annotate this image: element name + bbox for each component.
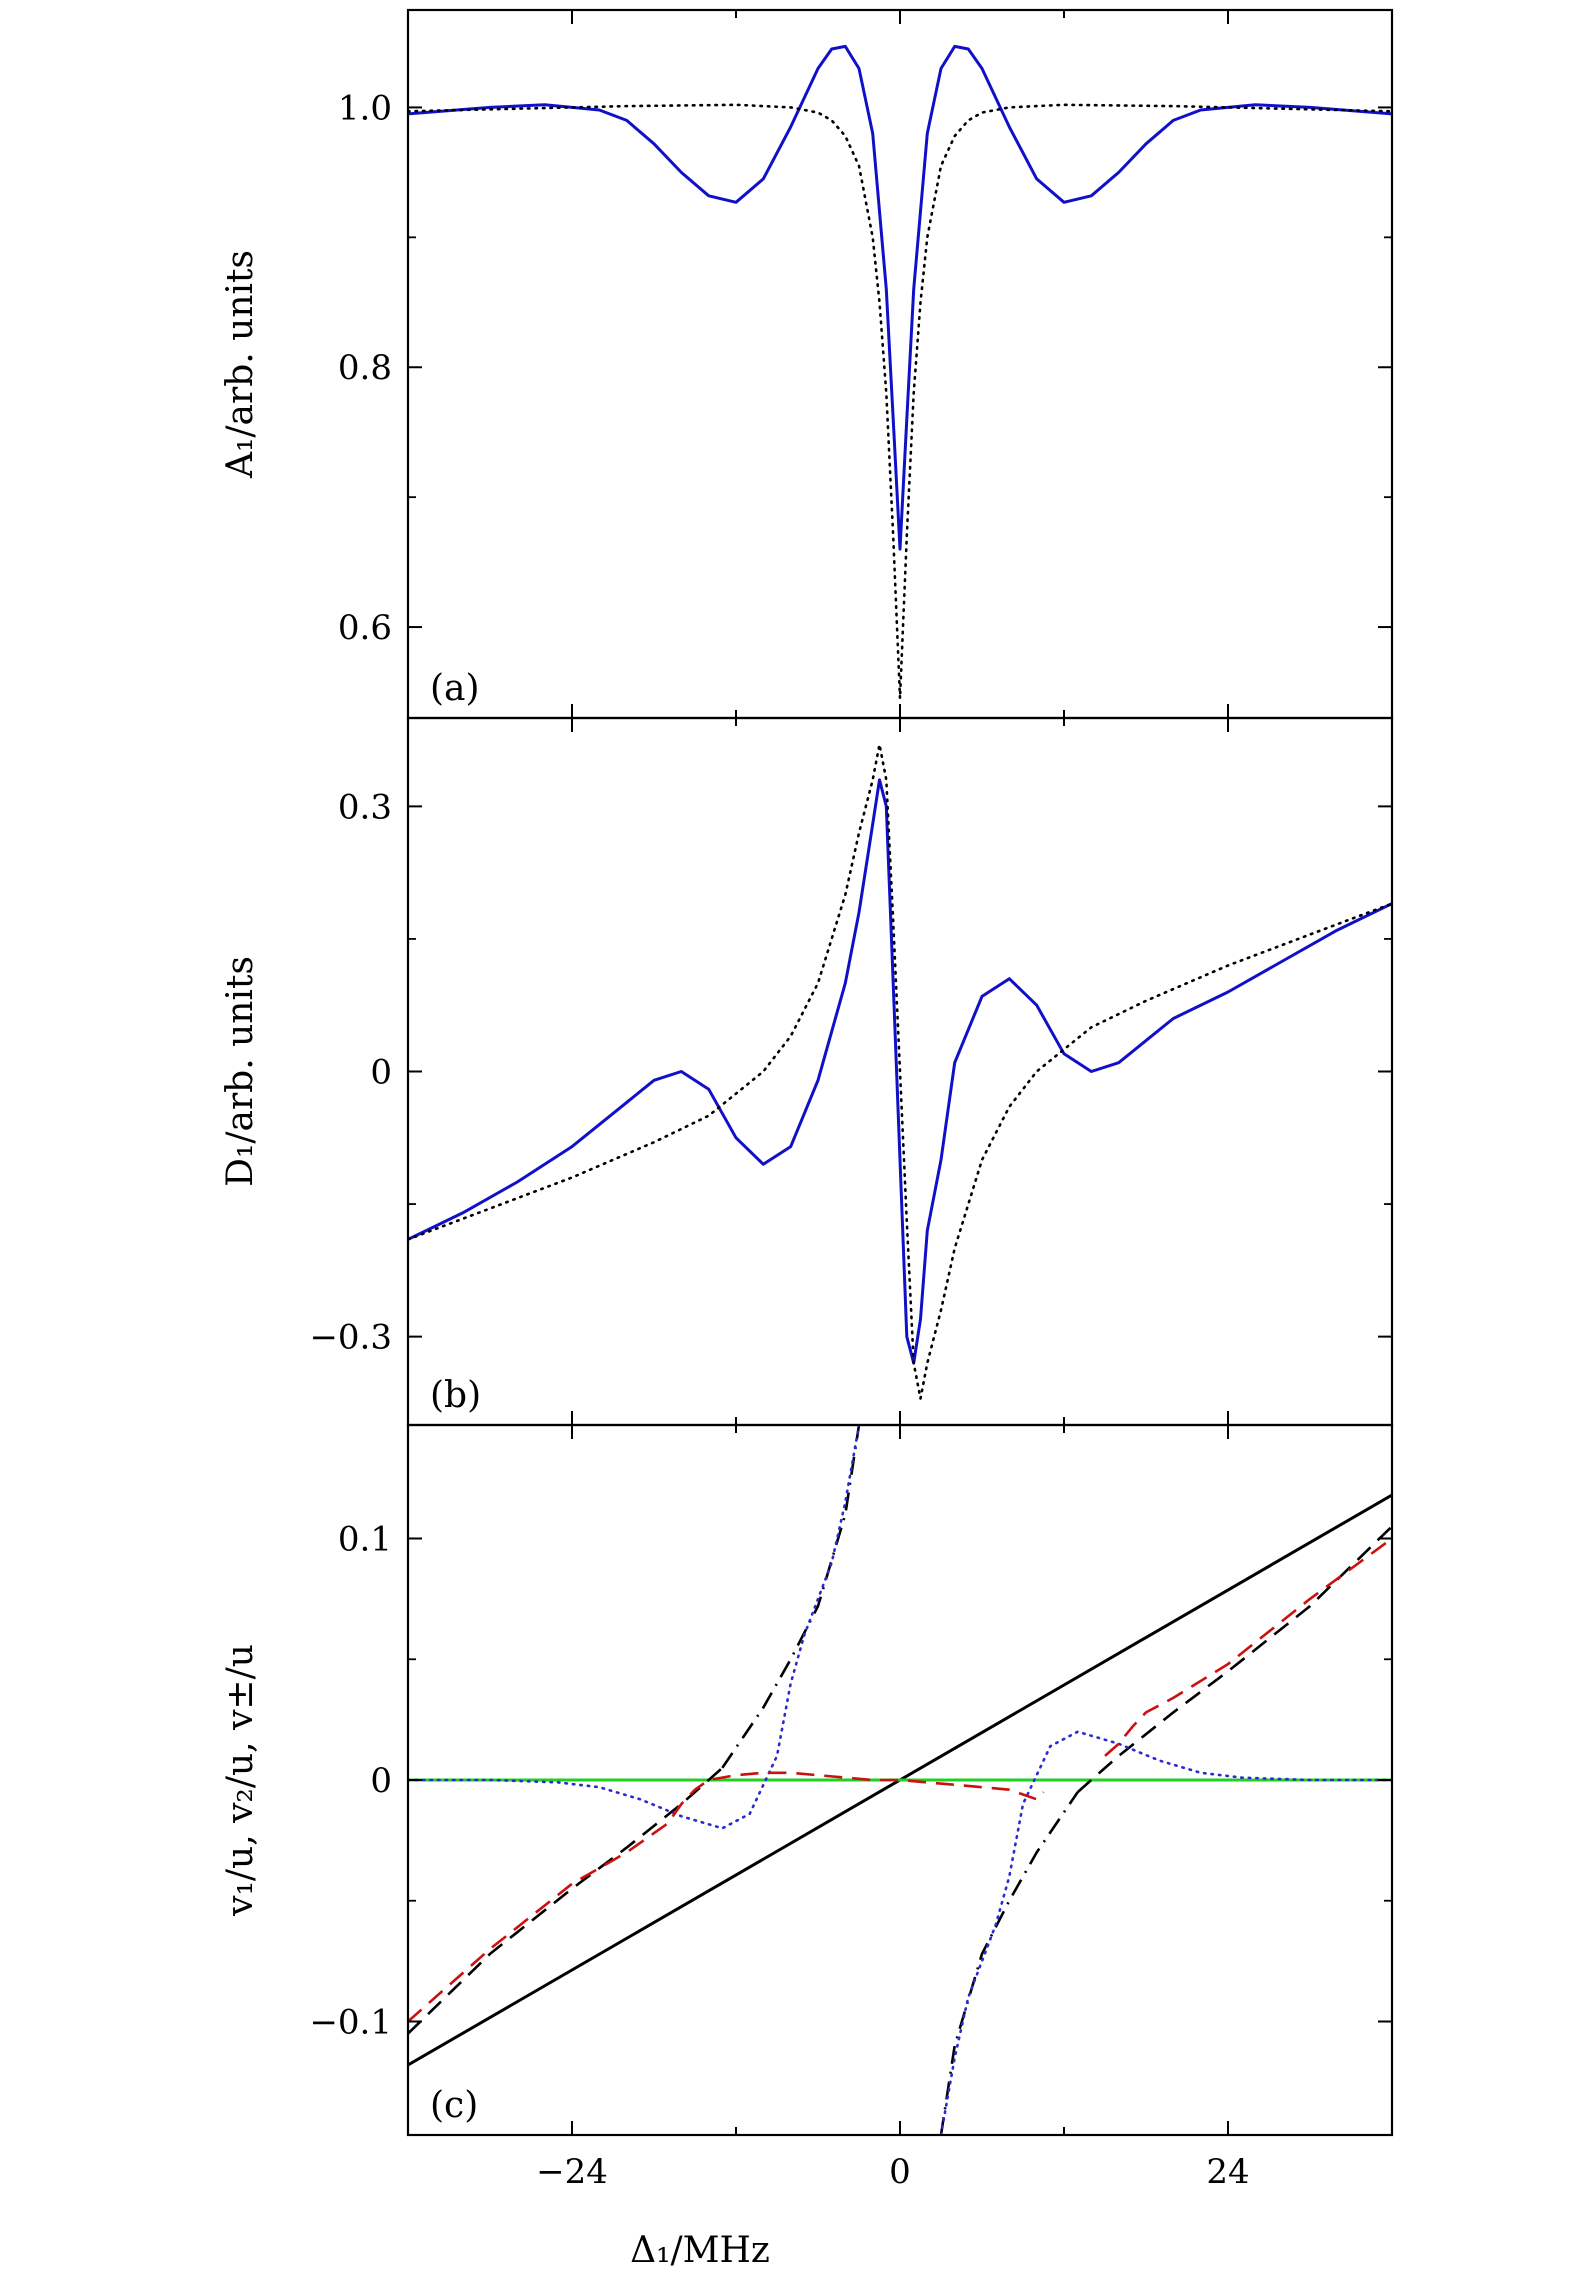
y-tick-label: 0 — [370, 1053, 392, 1093]
y-tick-label: 0.3 — [338, 787, 392, 827]
y-axis-label: v₁/u, v₂/u, v±/u — [220, 1644, 261, 1917]
series-group — [408, 1425, 1392, 2135]
y-tick-label: 0.6 — [338, 608, 392, 648]
panel-label: (b) — [430, 1375, 481, 1416]
y-axis-label: D₁/arb. units — [220, 956, 261, 1187]
y-tick-label: 0 — [370, 1761, 392, 1801]
series-line-1 — [408, 44, 1392, 551]
x-axis-label: Δ₁/MHz — [630, 2230, 770, 2271]
series-line-9 — [408, 1771, 1045, 2023]
y-tick-label: 1.0 — [338, 88, 392, 128]
series-group — [408, 743, 1392, 1400]
panel-label: (a) — [430, 668, 480, 709]
y-axis-label: A₁/arb. units — [220, 250, 261, 479]
series-line-10 — [1104, 1537, 1392, 1757]
series-line-1 — [408, 778, 1392, 1365]
y-tick-label: −0.1 — [309, 2002, 392, 2042]
x-tick-label: −24 — [536, 2152, 608, 2192]
panel-3: −0.1 0 0.1 v₁/u, v₂/u, v±/u (c) −24 0 24 — [220, 1423, 1394, 2192]
plot-frame — [406, 8, 1394, 720]
y-tick-label: 0.8 — [338, 348, 392, 388]
series-group — [408, 44, 1392, 700]
series-line-3 — [408, 1766, 724, 2035]
series-line-2 — [408, 743, 1392, 1400]
series-line-2 — [408, 103, 1392, 700]
series-line-6 — [939, 1791, 1079, 2135]
panel-2: −0.3 0 0.3 D₁/arb. units (b) — [220, 716, 1394, 1427]
series-line-7 — [408, 1425, 861, 1830]
y-tick-label: 0.1 — [338, 1520, 392, 1560]
series-line-4 — [1076, 1525, 1392, 1794]
y-tick-label: −0.3 — [309, 1318, 392, 1358]
x-tick-label: 24 — [1206, 2152, 1249, 2192]
x-tick-label: 0 — [889, 2152, 911, 2192]
panel-1: 0.6 0.8 1.0 A₁/arb. units (a) — [220, 8, 1394, 720]
series-line-8 — [939, 1730, 1392, 2135]
series-line-5 — [721, 1425, 861, 1769]
panel-label: (c) — [430, 2085, 478, 2126]
panels: 0.6 0.8 1.0 A₁/arb. units (a) −0.3 0 0.3 D₁/arb.… — [220, 8, 1394, 2192]
